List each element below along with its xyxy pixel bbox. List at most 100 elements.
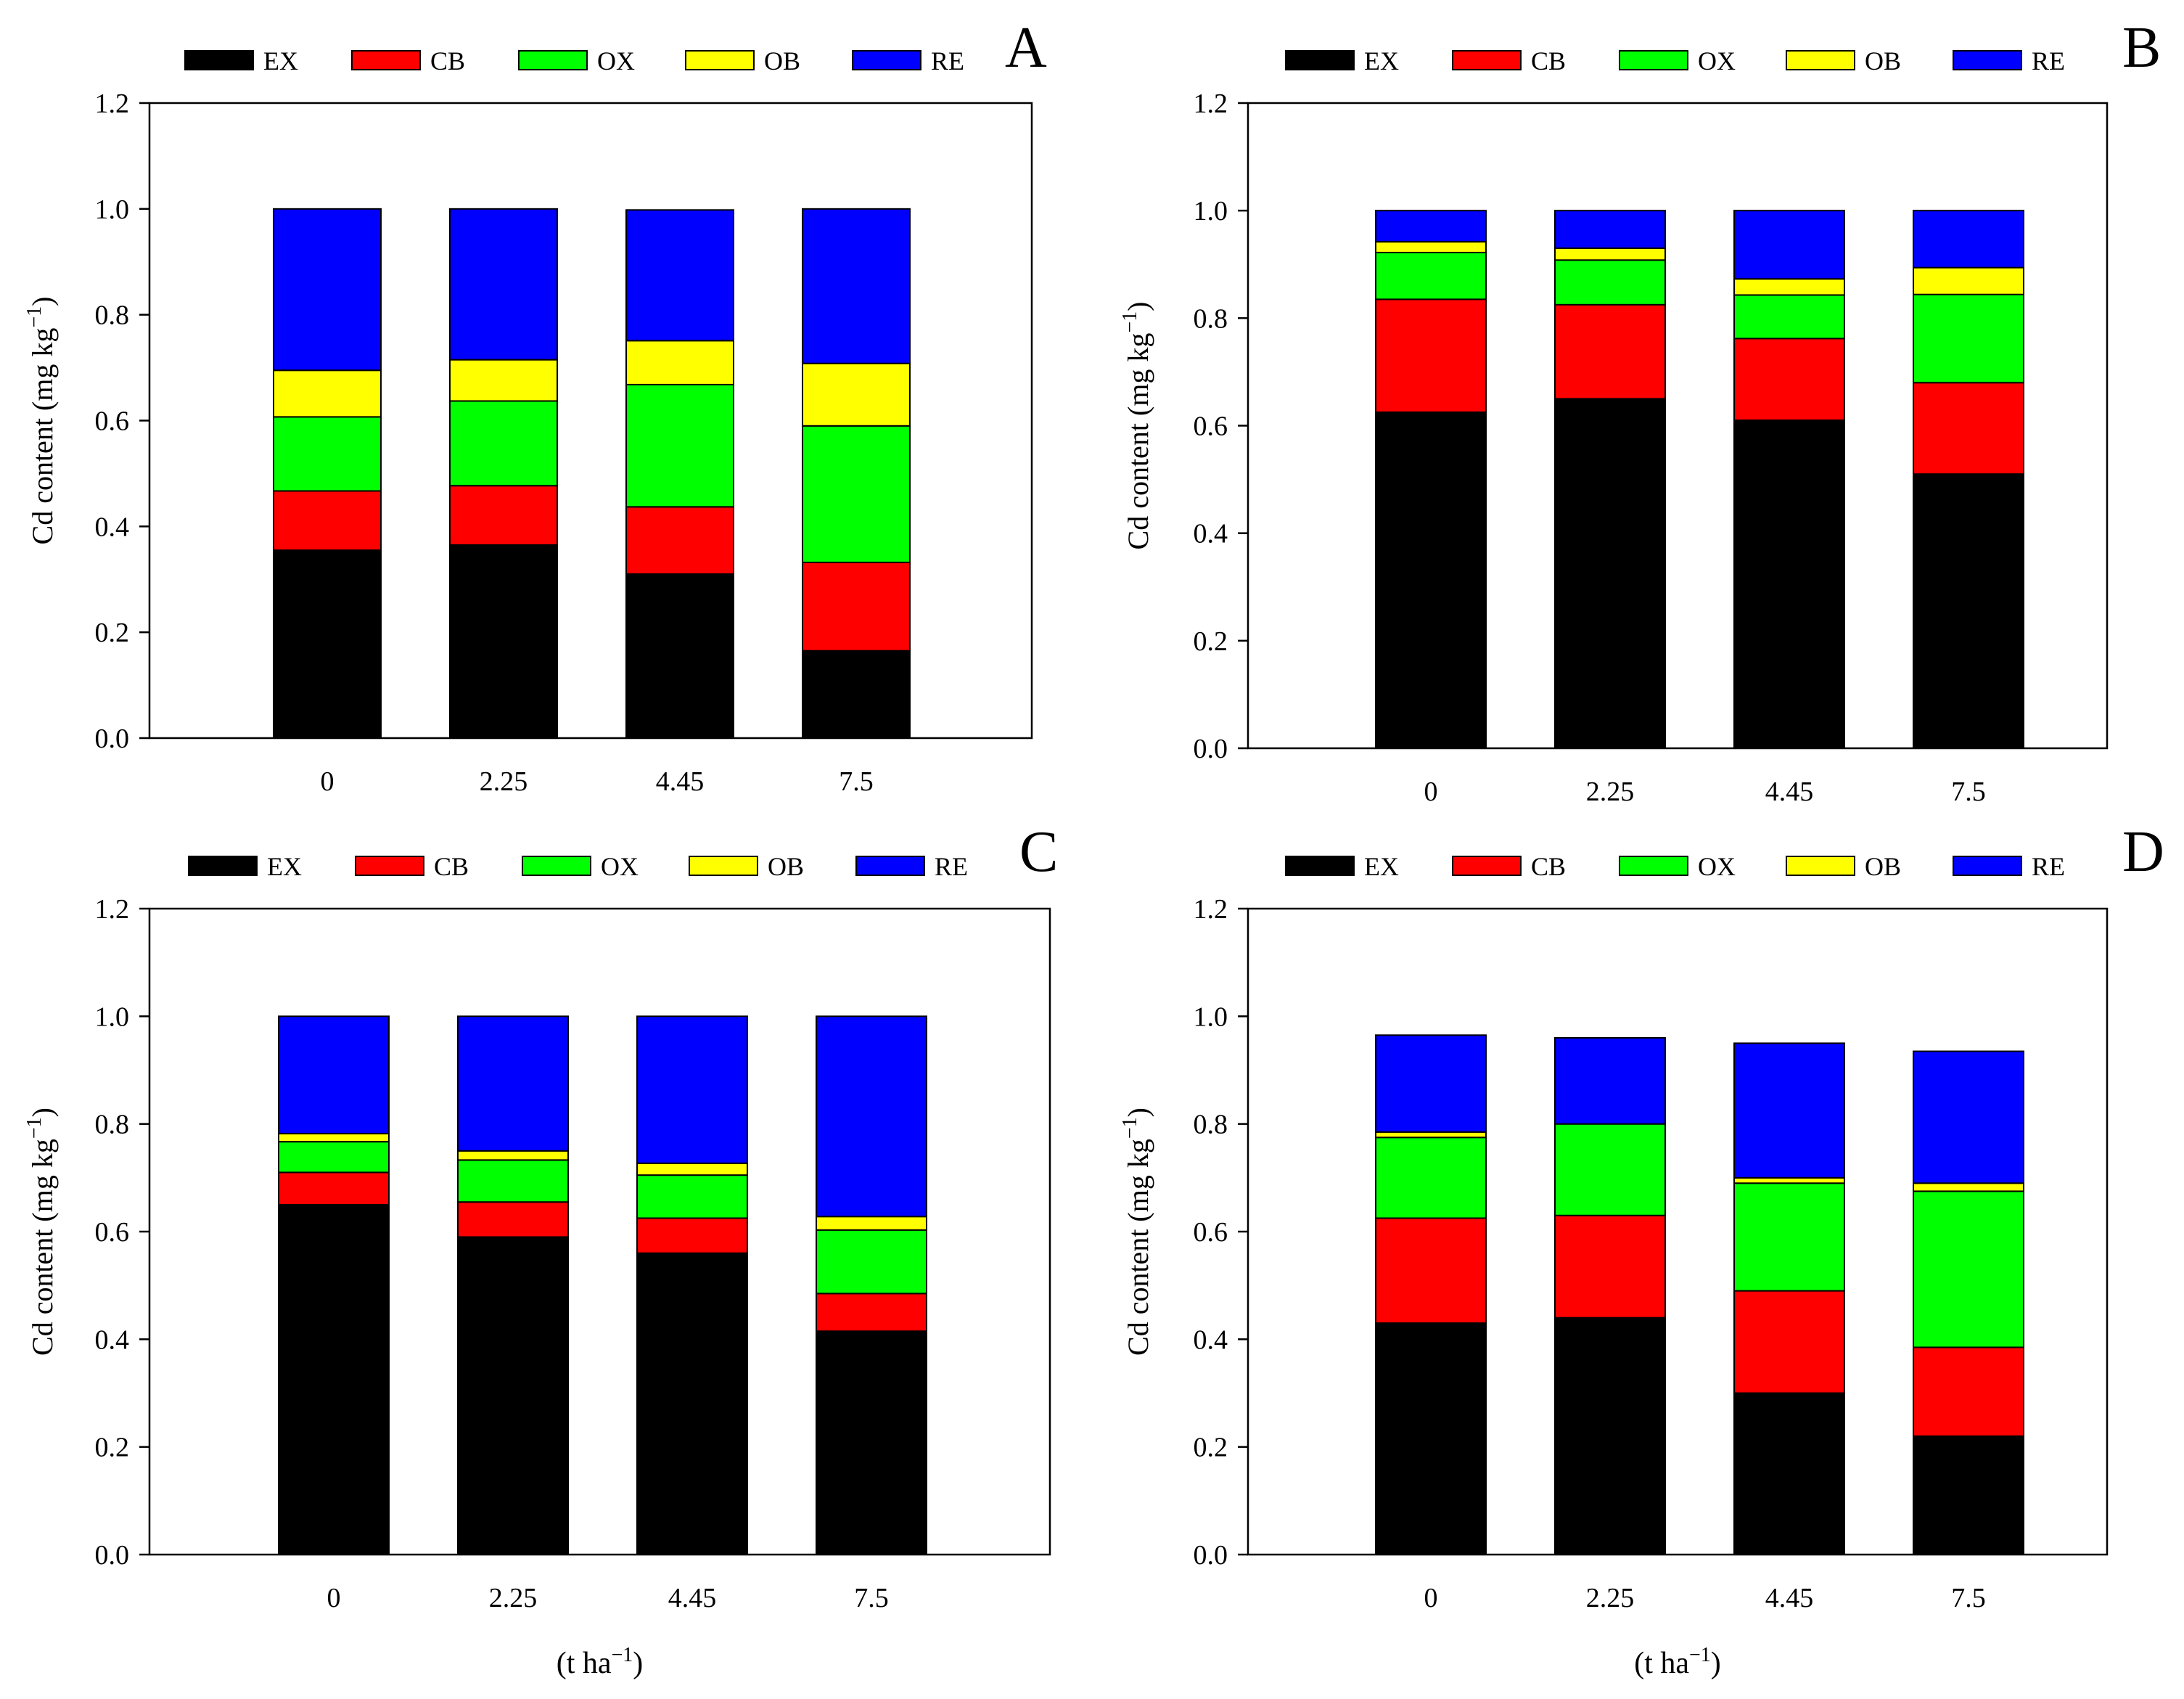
bar-cb-0 — [1375, 1217, 1487, 1325]
bar-re-4.45 — [1733, 1042, 1845, 1179]
y-tick-label: 0.6 — [95, 1217, 130, 1248]
bar-ox-2.25 — [457, 1159, 569, 1203]
y-tick-label: 0.8 — [95, 300, 130, 331]
bar-ob-0 — [1375, 241, 1487, 253]
legend-label-re: RE — [935, 852, 968, 881]
bar-ox-0 — [278, 1141, 390, 1174]
bar-re-2.25 — [1554, 210, 1666, 250]
y-tick-label: 0.2 — [95, 1433, 130, 1463]
legend-swatch-ex — [184, 50, 254, 70]
bar-cb-4.45 — [1733, 1290, 1845, 1394]
legend-swatch-cb — [1452, 50, 1522, 70]
bar-ex-0 — [1375, 1322, 1487, 1556]
bar-ex-2.25 — [1554, 1317, 1666, 1555]
legend: EX CB OX OB RE — [184, 46, 964, 75]
x-tick-label: 7.5 — [1951, 777, 1986, 807]
y-tick-label: 1.0 — [95, 195, 130, 225]
y-tick-label: 0.6 — [95, 406, 130, 437]
legend-swatch-ob — [689, 856, 758, 876]
legend-swatch-cb — [1452, 856, 1522, 876]
legend-swatch-re — [1953, 50, 2022, 70]
y-tick-label: 0.6 — [1194, 412, 1228, 442]
bar-re-4.45 — [636, 1015, 748, 1164]
bar-re-7.5 — [1913, 210, 2024, 269]
y-tick-label: 0.2 — [1194, 626, 1228, 657]
bar-ox-4.45 — [625, 383, 734, 508]
x-tick-label: 0 — [1424, 777, 1438, 807]
bar-ex-2.25 — [457, 1236, 569, 1555]
legend-label-cb: CB — [434, 852, 469, 881]
bar-cb-2.25 — [449, 485, 558, 546]
bar-ex-4.45 — [1733, 1392, 1845, 1555]
panel-letter: B — [2122, 16, 2161, 80]
legend: EX CB OX OB RE — [188, 852, 968, 881]
legend-swatch-ex — [188, 856, 258, 876]
y-axis-label: Cd content (mg kg−1) — [23, 297, 59, 545]
x-tick-label: 2.25 — [489, 1583, 538, 1613]
y-axis-label: Cd content (mg kg−1) — [23, 1108, 59, 1356]
bar-ob-7.5 — [1913, 266, 2024, 295]
bar-cb-4.45 — [1733, 337, 1845, 422]
legend-label-ob: OB — [768, 852, 804, 881]
bar-ex-0 — [273, 549, 382, 739]
bar-re-0 — [278, 1015, 390, 1135]
y-tick-label: 0.0 — [95, 724, 130, 754]
bar-ox-2.25 — [1554, 259, 1666, 306]
legend-swatch-ob — [1786, 856, 1855, 876]
legend-label-cb: CB — [430, 46, 465, 75]
legend-swatch-ox — [522, 856, 591, 876]
bar-cb-7.5 — [1913, 1346, 2024, 1437]
legend-label-re: RE — [2032, 46, 2065, 75]
bar-ob-2.25 — [1554, 247, 1666, 261]
bar-re-0 — [273, 208, 382, 372]
panel-a: EX CB OX OB RE A 0.0 0.2 0.4 0.6 0.8 1.0 1.2 0 2.25 4.4… — [23, 16, 1047, 797]
y-tick-label: 1.0 — [1194, 1002, 1228, 1032]
bar-ob-7.5 — [1913, 1182, 2024, 1192]
bar-re-7.5 — [1913, 1050, 2024, 1184]
legend: EX CB OX OB RE — [1285, 46, 2065, 75]
bar-ob-4.45 — [1733, 1176, 1845, 1184]
legend-label-ob: OB — [764, 46, 800, 75]
legend-label-ex: EX — [267, 852, 302, 881]
y-tick-label: 1.2 — [95, 894, 130, 925]
x-tick-label: 7.5 — [839, 766, 874, 797]
y-tick-label: 1.0 — [1194, 196, 1228, 226]
panel-c: EX CB OX OB RE C 0.0 0.2 0.4 0.6 0.8 1.0 1.2 0 2.25 4.4… — [23, 820, 1058, 1680]
bar-re-7.5 — [802, 208, 911, 364]
panel-letter: A — [1005, 16, 1047, 80]
x-tick-label: 4.45 — [668, 1583, 717, 1613]
bar-cb-0 — [273, 490, 382, 552]
y-tick-label: 0.8 — [95, 1110, 130, 1140]
x-tick-label: 7.5 — [1951, 1583, 1986, 1613]
x-tick-label: 2.25 — [480, 766, 528, 797]
bar-ox-0 — [1375, 251, 1487, 300]
bar-ob-0 — [273, 369, 382, 418]
bar-cb-0 — [1375, 298, 1487, 413]
legend-swatch-ox — [518, 50, 588, 70]
y-tick-label: 0.2 — [95, 618, 130, 648]
legend-label-ex: EX — [263, 46, 298, 75]
legend-label-cb: CB — [1531, 852, 1566, 881]
x-tick-label: 7.5 — [854, 1583, 889, 1613]
legend-swatch-ob — [685, 50, 755, 70]
y-tick-label: 0.6 — [1194, 1217, 1228, 1248]
bar-ex-2.25 — [1554, 398, 1666, 749]
bar-cb-2.25 — [457, 1201, 569, 1238]
bar-ox-2.25 — [449, 400, 558, 487]
bar-ox-7.5 — [1913, 293, 2024, 384]
panel-b: EX CB OX OB RE B 0.0 0.2 0.4 0.6 0.8 1.0 1.2 0 2.25 4.4… — [1119, 16, 2161, 807]
y-tick-label: 0.0 — [1194, 1540, 1228, 1571]
panel-letter: C — [1019, 820, 1058, 884]
bar-re-0 — [1375, 1034, 1487, 1133]
bar-ex-0 — [278, 1203, 390, 1555]
panel-d: EX CB OX OB RE D 0.0 0.2 0.4 0.6 0.8 1.0 1.2 0 2.25 4.4… — [1119, 820, 2164, 1680]
bar-ex-7.5 — [1913, 1435, 2024, 1556]
bar-ox-4.45 — [636, 1174, 748, 1219]
bar-cb-4.45 — [636, 1217, 748, 1254]
bar-ox-4.45 — [1733, 1182, 1845, 1292]
y-tick-label: 1.0 — [95, 1002, 130, 1032]
bar-ox-7.5 — [1913, 1190, 2024, 1348]
y-tick-label: 1.2 — [95, 89, 130, 119]
bar-cb-7.5 — [802, 561, 911, 652]
legend-label-ox: OX — [1698, 46, 1736, 75]
